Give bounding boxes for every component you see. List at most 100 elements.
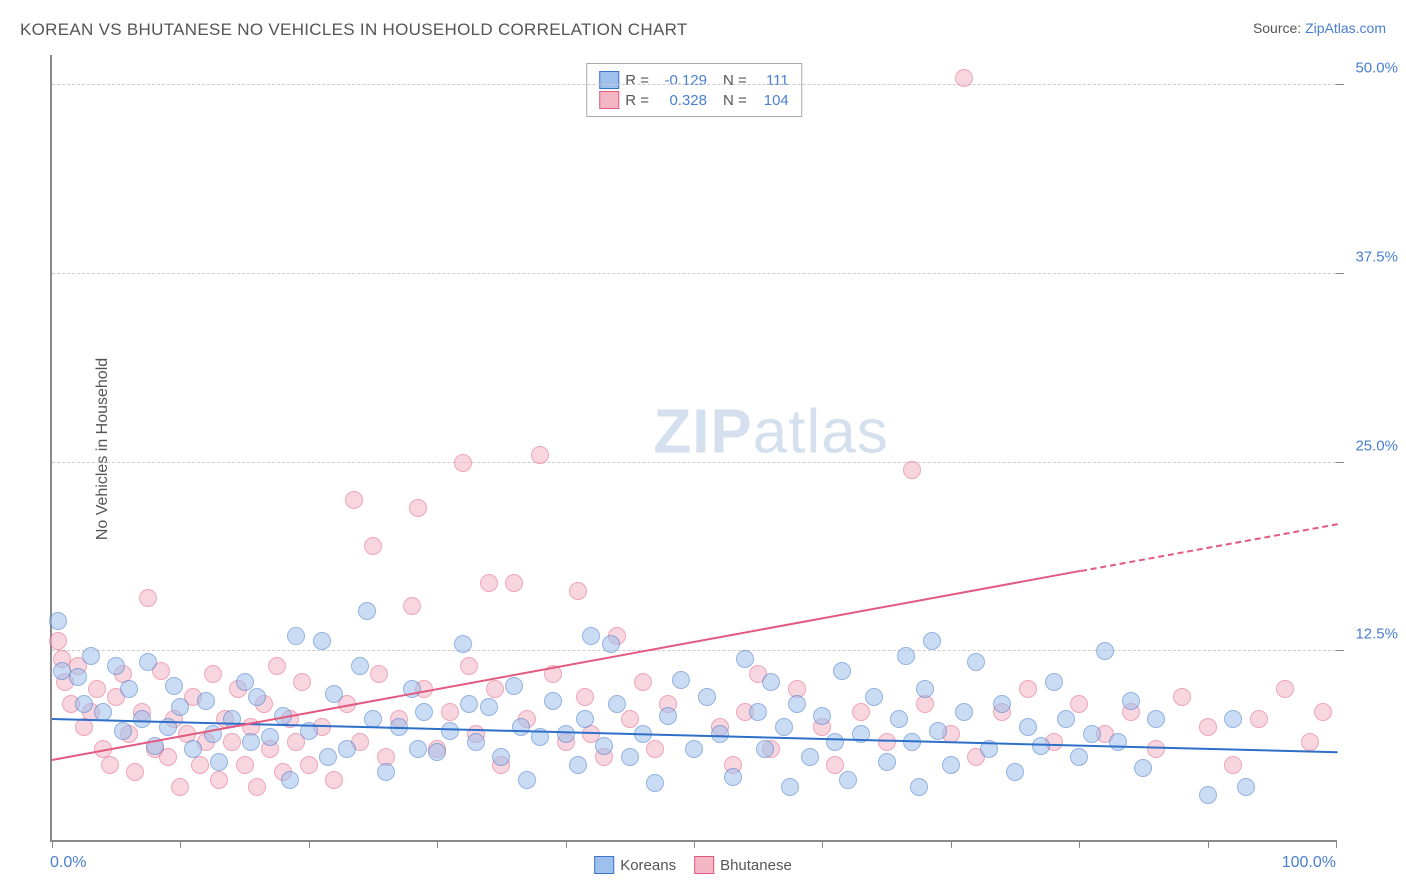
legend-r-value: 0.328 [655,92,707,109]
point-korean [287,627,305,645]
point-korean [82,647,100,665]
point-bhutanese [126,763,144,781]
point-bhutanese [878,733,896,751]
point-bhutanese [634,673,652,691]
x-axis-max-label: 100.0% [1282,854,1336,872]
point-korean [1224,710,1242,728]
point-korean [1199,786,1217,804]
point-korean [1109,733,1127,751]
y-tick-label: 25.0% [1355,437,1398,454]
legend-correlation-row: R =-0.129N =111 [599,71,789,89]
point-korean [480,698,498,716]
point-korean [698,688,716,706]
point-korean [839,771,857,789]
x-tick [951,840,952,848]
x-tick [566,840,567,848]
point-korean [602,635,620,653]
point-korean [621,748,639,766]
point-korean [441,722,459,740]
point-bhutanese [646,740,664,758]
point-korean [114,722,132,740]
point-bhutanese [293,673,311,691]
point-korean [685,740,703,758]
legend-n-value: 104 [753,92,789,109]
legend-swatch [694,856,714,874]
x-tick [1208,840,1209,848]
point-korean [467,733,485,751]
point-bhutanese [325,771,343,789]
x-tick [52,840,53,848]
point-bhutanese [345,491,363,509]
point-korean [582,627,600,645]
legend-n-value: 111 [753,72,789,89]
point-korean [788,695,806,713]
point-korean [1019,718,1037,736]
point-korean [197,692,215,710]
point-bhutanese [204,665,222,683]
point-korean [139,653,157,671]
legend-n-label: N = [723,72,747,89]
point-bhutanese [139,589,157,607]
point-korean [775,718,793,736]
y-tick [1336,650,1344,651]
y-tick-label: 37.5% [1355,248,1398,265]
chart-title: KOREAN VS BHUTANESE NO VEHICLES IN HOUSE… [20,20,688,40]
point-korean [646,774,664,792]
point-korean [236,673,254,691]
legend-r-label: R = [625,72,649,89]
point-korean [890,710,908,728]
point-korean [576,710,594,728]
point-korean [833,662,851,680]
point-korean [415,703,433,721]
source-value[interactable]: ZipAtlas.com [1305,20,1386,36]
gridline-h [52,84,1336,85]
point-korean [557,725,575,743]
legend-correlation: R =-0.129N =111R =0.328N =104 [586,63,802,117]
legend-series-label: Bhutanese [720,857,792,874]
x-tick [822,840,823,848]
legend-correlation-row: R =0.328N =104 [599,91,789,109]
y-tick [1336,273,1344,274]
point-korean [826,733,844,751]
x-tick [1336,840,1337,848]
plot-region: ZIPatlas R =-0.129N =111R =0.328N =104 1… [50,55,1336,842]
watermark: ZIPatlas [653,396,888,467]
point-bhutanese [210,771,228,789]
point-bhutanese [531,446,549,464]
point-korean [942,756,960,774]
y-tick-label: 50.0% [1355,60,1398,77]
point-korean [1045,673,1063,691]
point-korean [569,756,587,774]
point-korean [1006,763,1024,781]
point-bhutanese [236,756,254,774]
point-bhutanese [223,733,241,751]
point-korean [428,743,446,761]
x-tick [1079,840,1080,848]
point-bhutanese [409,499,427,517]
y-tick [1336,84,1344,85]
point-korean [492,748,510,766]
point-korean [955,703,973,721]
point-korean [910,778,928,796]
point-korean [94,703,112,721]
point-bhutanese [364,537,382,555]
legend-series: Koreans Bhutanese [594,856,792,874]
point-bhutanese [576,688,594,706]
point-korean [993,695,1011,713]
point-bhutanese [903,461,921,479]
point-bhutanese [1070,695,1088,713]
point-korean [1147,710,1165,728]
point-bhutanese [88,680,106,698]
point-bhutanese [1224,756,1242,774]
y-tick [1336,462,1344,463]
point-bhutanese [1147,740,1165,758]
point-korean [171,698,189,716]
point-korean [49,612,67,630]
point-korean [781,778,799,796]
point-korean [358,602,376,620]
point-korean [595,737,613,755]
point-korean [1057,710,1075,728]
point-korean [608,695,626,713]
point-korean [672,671,690,689]
legend-series-label: Koreans [620,857,676,874]
